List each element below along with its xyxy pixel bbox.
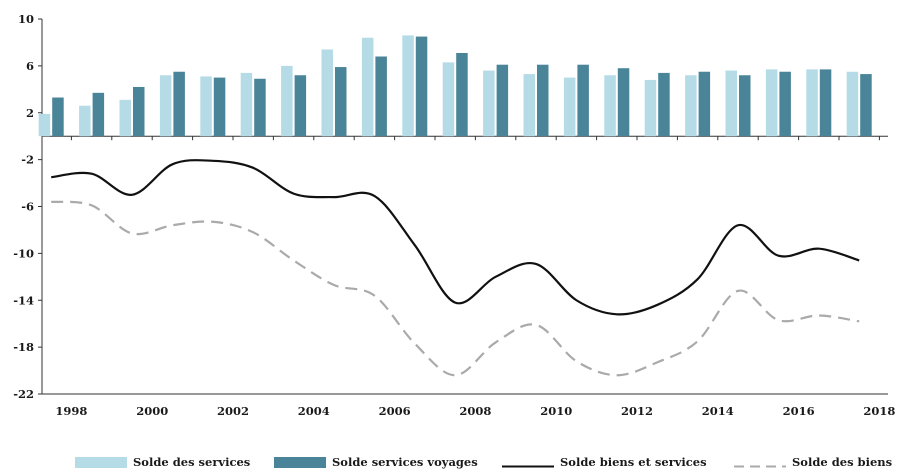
bar-solde-services-voyages xyxy=(133,86,145,137)
bar-solde-des-services xyxy=(765,69,778,137)
bar-solde-services-voyages xyxy=(658,72,670,137)
legend-swatch-biens-services xyxy=(502,457,554,468)
chart: 10 6 2 -2 -6 -10 -14 -18 -22 1998 2000 2002 2004 2006… xyxy=(13,12,895,418)
legend-item-voyages: Solde services voyages xyxy=(274,452,478,472)
bar-solde-des-services xyxy=(644,79,657,137)
line-solde-biens-et-services xyxy=(51,159,860,316)
bar-solde-services-voyages xyxy=(819,69,832,137)
y-tick-label: -14 xyxy=(13,293,34,307)
bar-solde-des-services xyxy=(240,72,253,137)
bar-solde-des-services xyxy=(79,105,91,137)
y-tick-label: 2 xyxy=(26,106,34,120)
legend-swatch-voyages xyxy=(274,456,326,468)
y-tick-label: -10 xyxy=(13,246,34,260)
legend-label-biens-services: Solde biens et services xyxy=(560,455,707,469)
bar-solde-des-services xyxy=(604,75,616,137)
x-tick-label: 2004 xyxy=(298,404,330,418)
x-tick-label: 2018 xyxy=(863,404,895,418)
line-solde-des-biens xyxy=(51,200,860,377)
bar-solde-services-voyages xyxy=(456,52,468,137)
y-tick-label: -6 xyxy=(21,200,34,214)
bar-solde-des-services xyxy=(483,70,495,137)
bar-solde-des-services xyxy=(321,49,333,137)
bar-solde-des-services xyxy=(846,71,859,137)
legend-item-services: Solde des services xyxy=(75,452,250,472)
bar-solde-des-services xyxy=(725,70,737,137)
bar-solde-services-voyages xyxy=(617,68,630,137)
bar-solde-services-voyages xyxy=(739,75,751,137)
bar-solde-services-voyages xyxy=(173,71,185,137)
bar-solde-services-voyages xyxy=(537,64,549,137)
bar-solde-des-services xyxy=(685,75,697,137)
y-tick-label: 10 xyxy=(18,12,34,26)
bar-solde-des-services xyxy=(402,35,414,137)
bar-solde-services-voyages xyxy=(52,97,64,137)
y-tick-label: -22 xyxy=(13,387,34,401)
legend-item-biens: Solde des biens xyxy=(734,452,892,472)
bar-solde-des-services xyxy=(361,37,374,137)
legend-swatch-services xyxy=(75,456,127,468)
bar-solde-des-services xyxy=(200,76,212,137)
bar-solde-services-voyages xyxy=(577,64,589,137)
bar-solde-services-voyages xyxy=(254,78,266,137)
bar-solde-services-voyages xyxy=(860,74,872,137)
y-tick-label: -2 xyxy=(21,153,34,167)
legend-item-biens-services: Solde biens et services xyxy=(502,452,707,472)
legend-label-services: Solde des services xyxy=(133,455,251,469)
bar-solde-services-voyages xyxy=(335,67,347,137)
x-tick-label: 2002 xyxy=(217,404,249,418)
legend-label-biens: Solde des biens xyxy=(792,455,893,469)
legend-label-voyages: Solde services voyages xyxy=(332,455,478,469)
x-tick-label: 2008 xyxy=(459,404,491,418)
bar-solde-services-voyages xyxy=(779,71,791,137)
bar-solde-des-services xyxy=(806,69,818,137)
bar-solde-des-services xyxy=(563,77,576,137)
legend-swatch-biens xyxy=(734,457,786,468)
x-tick-label: 2000 xyxy=(136,404,168,418)
x-tick-label: 1998 xyxy=(55,404,87,418)
bar-solde-des-services xyxy=(119,99,131,137)
x-tick-label: 2006 xyxy=(379,404,411,418)
bar-solde-services-voyages xyxy=(496,64,509,137)
x-tick-label: 2010 xyxy=(540,404,572,418)
bar-solde-services-voyages xyxy=(294,75,307,137)
y-tick-label: 6 xyxy=(26,59,34,73)
bar-solde-des-services xyxy=(523,74,535,137)
bar-solde-services-voyages xyxy=(415,36,428,137)
bar-solde-services-voyages xyxy=(698,71,711,137)
bar-solde-services-voyages xyxy=(213,77,226,137)
bar-solde-des-services xyxy=(281,65,293,137)
legend: Solde des services Solde services voyage… xyxy=(0,452,907,472)
bar-solde-des-services xyxy=(442,62,455,137)
bar-solde-services-voyages xyxy=(92,92,105,137)
x-tick-label: 2012 xyxy=(621,404,653,418)
x-tick-label: 2016 xyxy=(783,404,815,418)
y-tick-label: -18 xyxy=(13,340,34,354)
bar-solde-des-services xyxy=(159,75,172,137)
bar-solde-des-services xyxy=(38,113,51,137)
bar-solde-services-voyages xyxy=(375,56,387,137)
x-tick-label: 2014 xyxy=(702,404,734,418)
